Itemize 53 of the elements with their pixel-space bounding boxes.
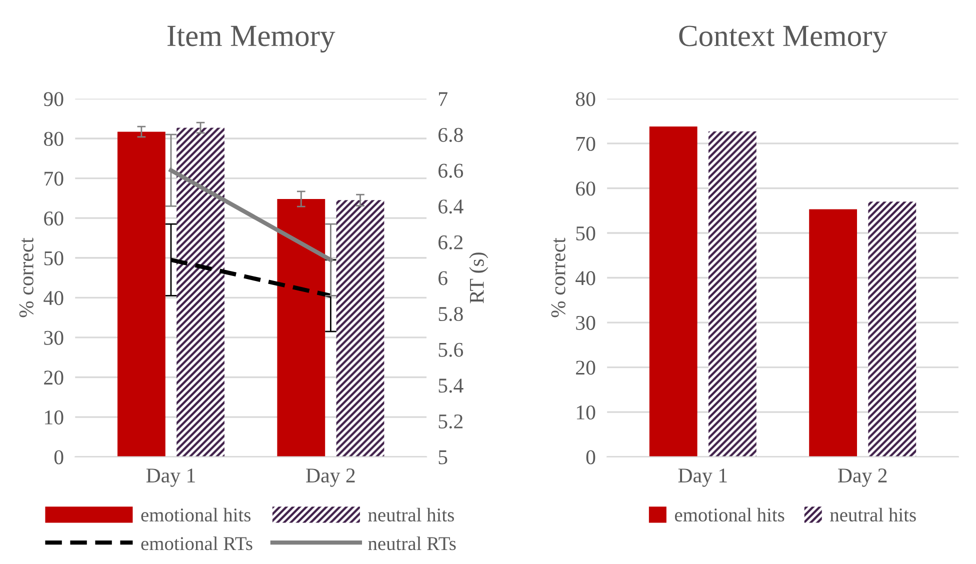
chart-title: Context Memory [679, 26, 888, 53]
y-tick-label: 30 [44, 330, 64, 345]
y-tick-label: 40 [44, 291, 64, 306]
y-tick-label: 70 [576, 136, 596, 151]
y2-tick-label: 5.4 [438, 378, 464, 393]
bar [868, 202, 916, 457]
y-tick-label: 0 [54, 450, 64, 464]
y2-tick-label: 6 [438, 271, 448, 286]
y-tick-label: 80 [44, 132, 64, 146]
legend-label: neutral hits [368, 508, 454, 522]
y2-tick-label: 5.6 [438, 342, 464, 357]
y2-tick-label: 6.2 [438, 235, 463, 250]
legend-label: emotional hits [141, 508, 250, 522]
legend-label: emotional hits [674, 508, 784, 522]
y-tick-label: 50 [44, 251, 64, 266]
y-tick-label: 20 [44, 370, 64, 385]
bar [708, 131, 756, 457]
y-tick-label: 70 [44, 172, 64, 186]
y2-axis-title: RT (s) [469, 252, 488, 304]
y-tick-label: 0 [586, 450, 596, 464]
y-tick-label: 10 [576, 405, 596, 420]
y-tick-label: 60 [44, 211, 64, 226]
legend-label: emotional RTs [141, 536, 252, 550]
y2-tick-label: 5.2 [438, 414, 463, 429]
y-tick-label: 80 [576, 92, 596, 106]
y-axis-title: % correct [19, 238, 34, 318]
y2-tick-label: 6.6 [438, 164, 464, 178]
y2-tick-label: 5 [438, 450, 448, 464]
y-tick-label: 60 [576, 182, 596, 196]
y-tick-label: 10 [45, 410, 64, 424]
y2-tick-label: 6.4 [438, 200, 464, 214]
bar [117, 132, 166, 457]
y-tick-label: 90 [44, 92, 64, 106]
bar [649, 126, 698, 457]
legend-label: neutral hits [830, 508, 916, 522]
x-tick-label: Day 1 [678, 468, 727, 487]
y-tick-label: 40 [576, 271, 596, 286]
bar [809, 209, 858, 457]
x-tick-label: Day 2 [838, 468, 887, 487]
y-tick-label: 50 [576, 226, 596, 240]
bar [176, 128, 224, 457]
y2-tick-label: 7 [438, 92, 448, 106]
y-tick-label: 30 [576, 316, 596, 330]
x-tick-label: Day 1 [146, 468, 195, 487]
y-axis-title: % correct [551, 238, 566, 318]
legend-label: neutral RTs [368, 536, 456, 550]
x-tick-label: Day 2 [306, 468, 355, 487]
bar [277, 198, 326, 457]
y-tick-label: 20 [576, 360, 596, 375]
bar [336, 200, 384, 457]
chart-title: Item Memory [168, 26, 336, 53]
y2-tick-label: 5.8 [438, 306, 463, 322]
y2-tick-label: 6.8 [438, 128, 463, 142]
